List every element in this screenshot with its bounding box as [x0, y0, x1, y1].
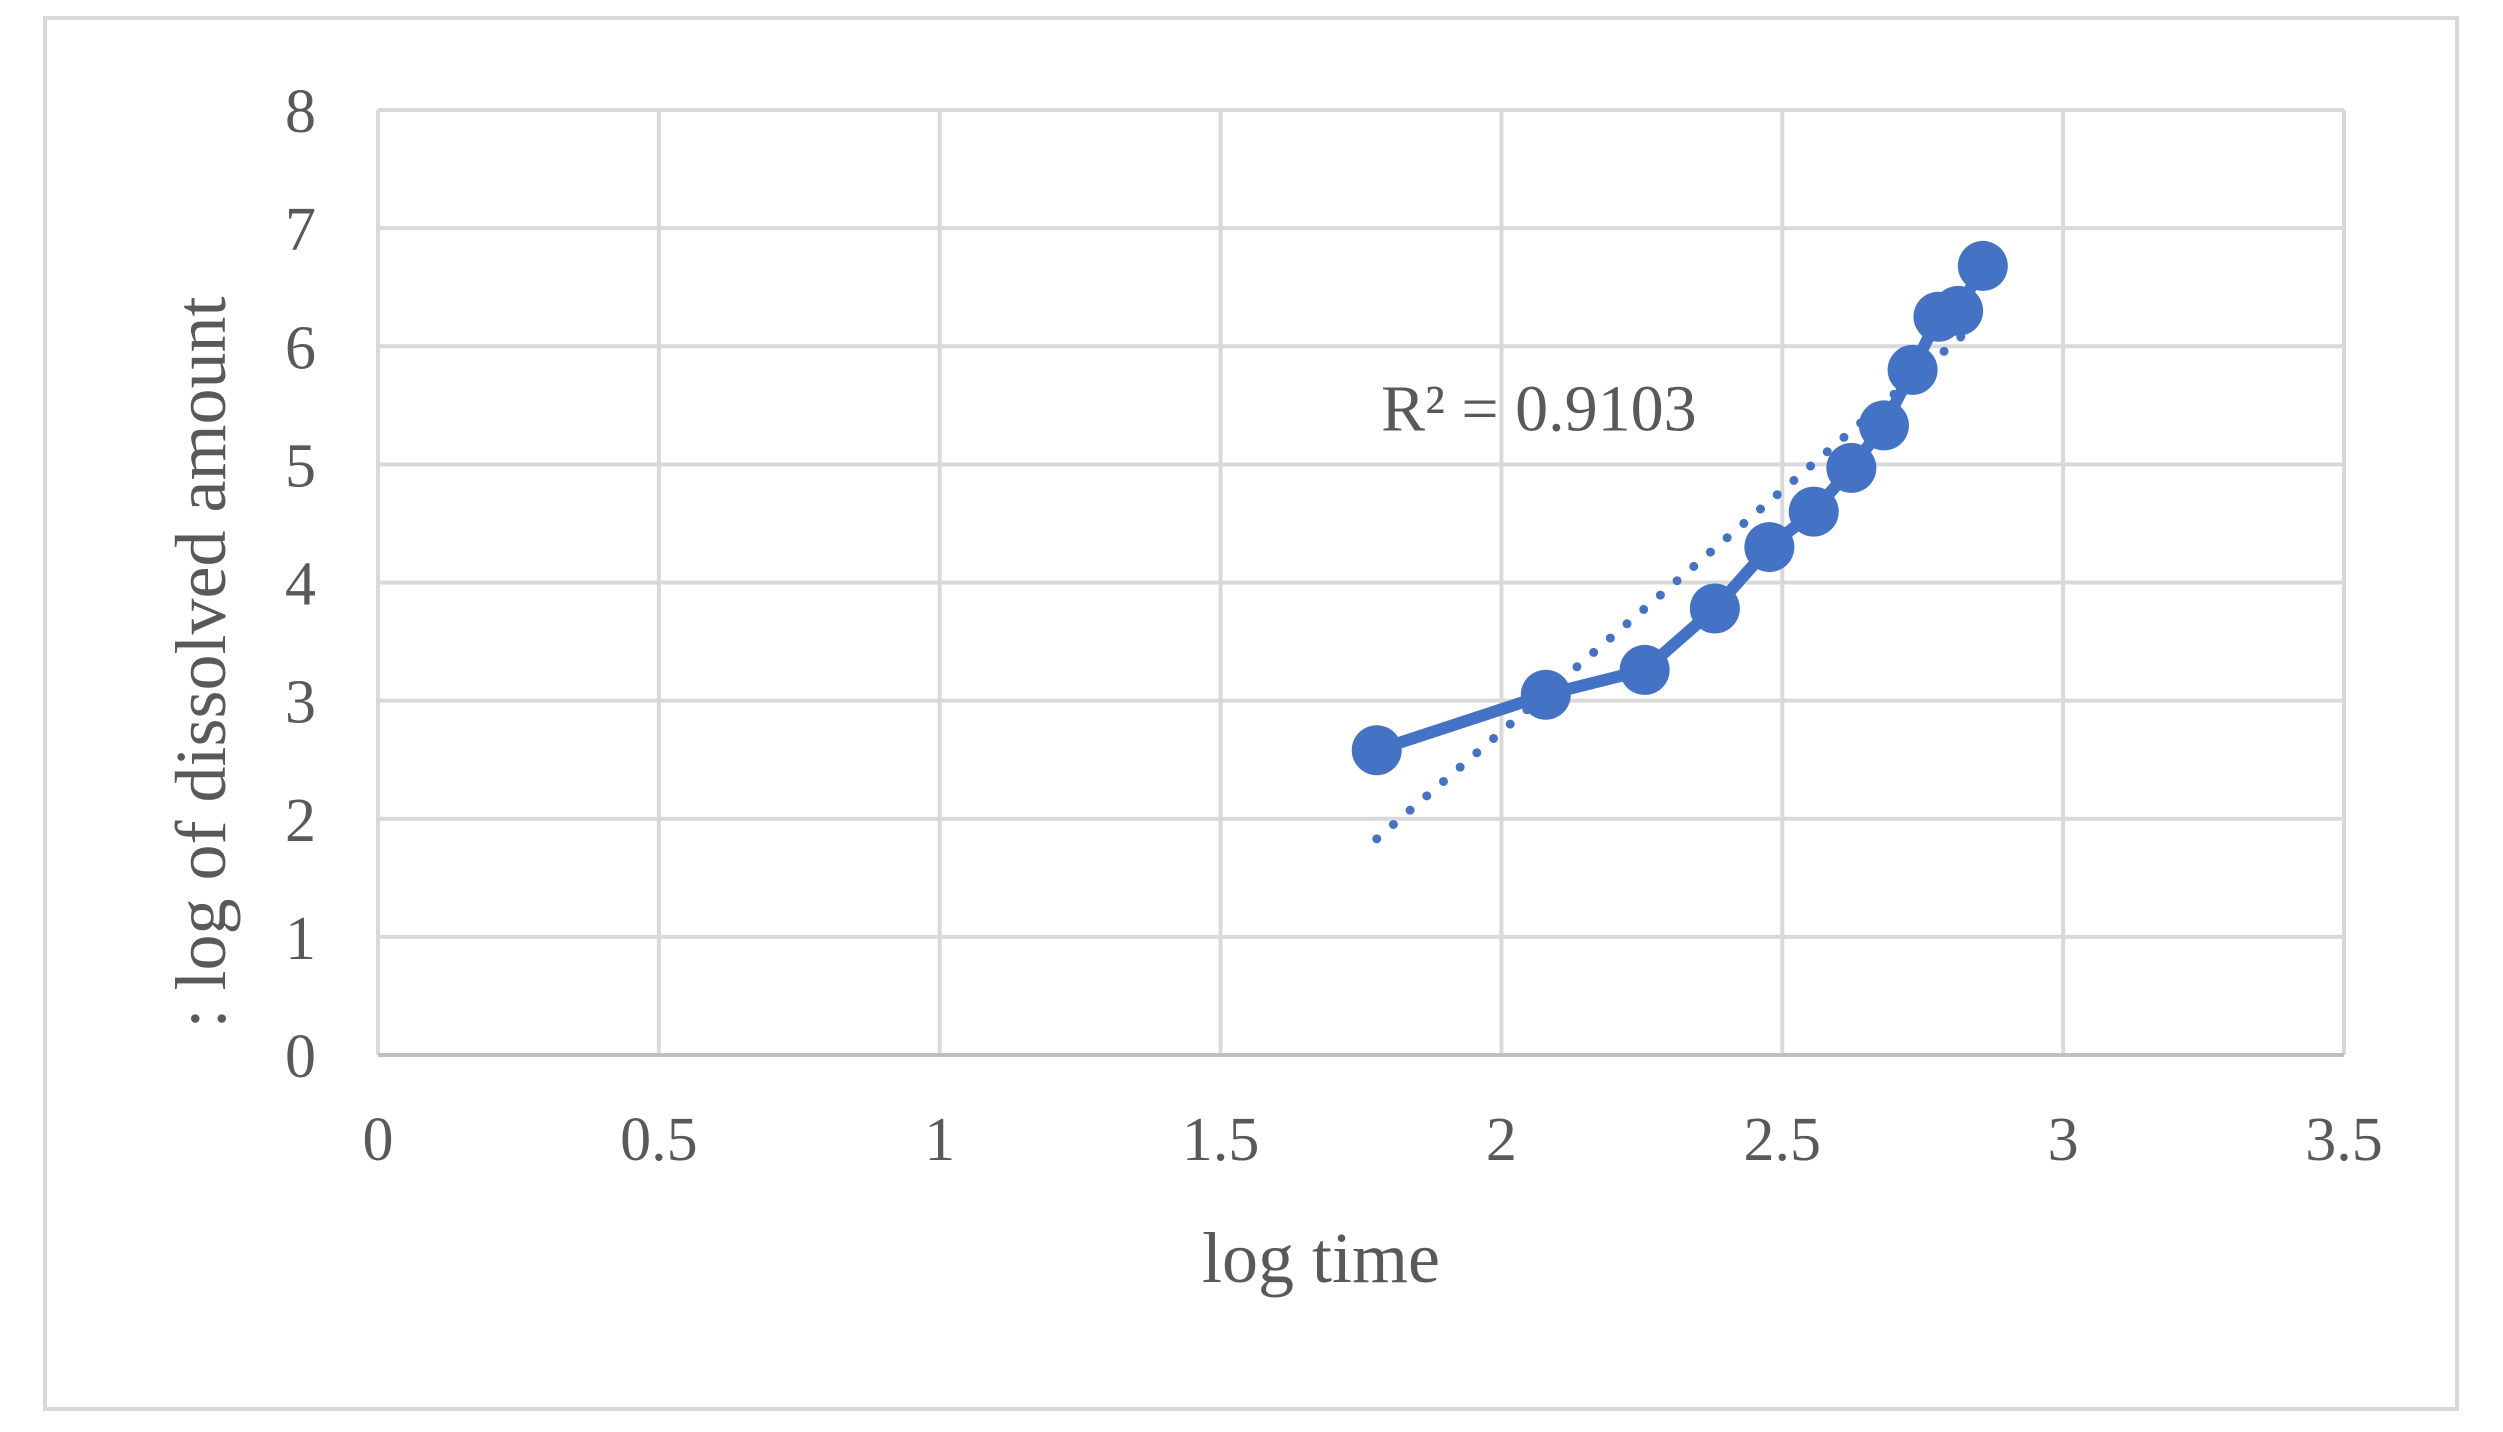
data-point: [1619, 644, 1670, 695]
data-point: [1957, 240, 2008, 291]
data-point: [1858, 400, 1909, 451]
y-tick-label: 6: [285, 314, 316, 382]
trendline-dotted: [1372, 329, 1969, 844]
x-tick-label: 0: [363, 1106, 394, 1174]
x-tick-label: 2.5: [1744, 1106, 1822, 1174]
x-tick-label: 3.5: [2305, 1106, 2383, 1174]
x-tick-label: 1: [924, 1106, 955, 1174]
r-squared-annotation: R² = 0.9103: [1381, 372, 1697, 445]
data-point: [1520, 669, 1571, 720]
scatter-chart: 0 0.5 1 1.5 2 2.5 3 3.5 0 1 2 3 4 5 6 7 8 log time : log…: [161, 78, 2383, 1298]
data-point: [1788, 486, 1839, 537]
data-point: [1933, 285, 1984, 336]
data-series: [1351, 240, 2008, 776]
y-axis-title: : log of dissolved amount: [161, 297, 241, 1029]
data-point: [1689, 583, 1740, 634]
data-point: [1887, 344, 1938, 395]
x-axis-title: log time: [1202, 1218, 1440, 1298]
x-tick-label: 0.5: [620, 1106, 698, 1174]
x-tick-label: 3: [2048, 1106, 2079, 1174]
y-tick-label: 3: [285, 669, 316, 737]
y-tick-label: 1: [285, 905, 316, 973]
chart-frame: 0 0.5 1 1.5 2 2.5 3 3.5 0 1 2 3 4 5 6 7 8 log time : log…: [43, 16, 2459, 1411]
x-tick-label: 2: [1486, 1106, 1517, 1174]
trendline: [1372, 329, 1969, 844]
y-tick-label: 5: [285, 432, 316, 500]
data-point: [1351, 725, 1402, 776]
grid-lines: [378, 108, 2346, 1055]
y-tick-label: 2: [285, 787, 316, 855]
y-tick-label: 7: [285, 196, 316, 264]
axes: [376, 110, 2344, 1057]
data-point: [1826, 442, 1877, 493]
x-tick-label: 1.5: [1182, 1106, 1260, 1174]
y-tick-label: 8: [285, 78, 316, 146]
y-tick-label: 4: [285, 551, 316, 619]
series-line: [1370, 259, 1989, 757]
data-point: [1744, 522, 1795, 573]
y-tick-label: 0: [285, 1023, 316, 1091]
tick-labels: 0 0.5 1 1.5 2 2.5 3 3.5 0 1 2 3 4 5 6 7 8: [285, 78, 2383, 1174]
